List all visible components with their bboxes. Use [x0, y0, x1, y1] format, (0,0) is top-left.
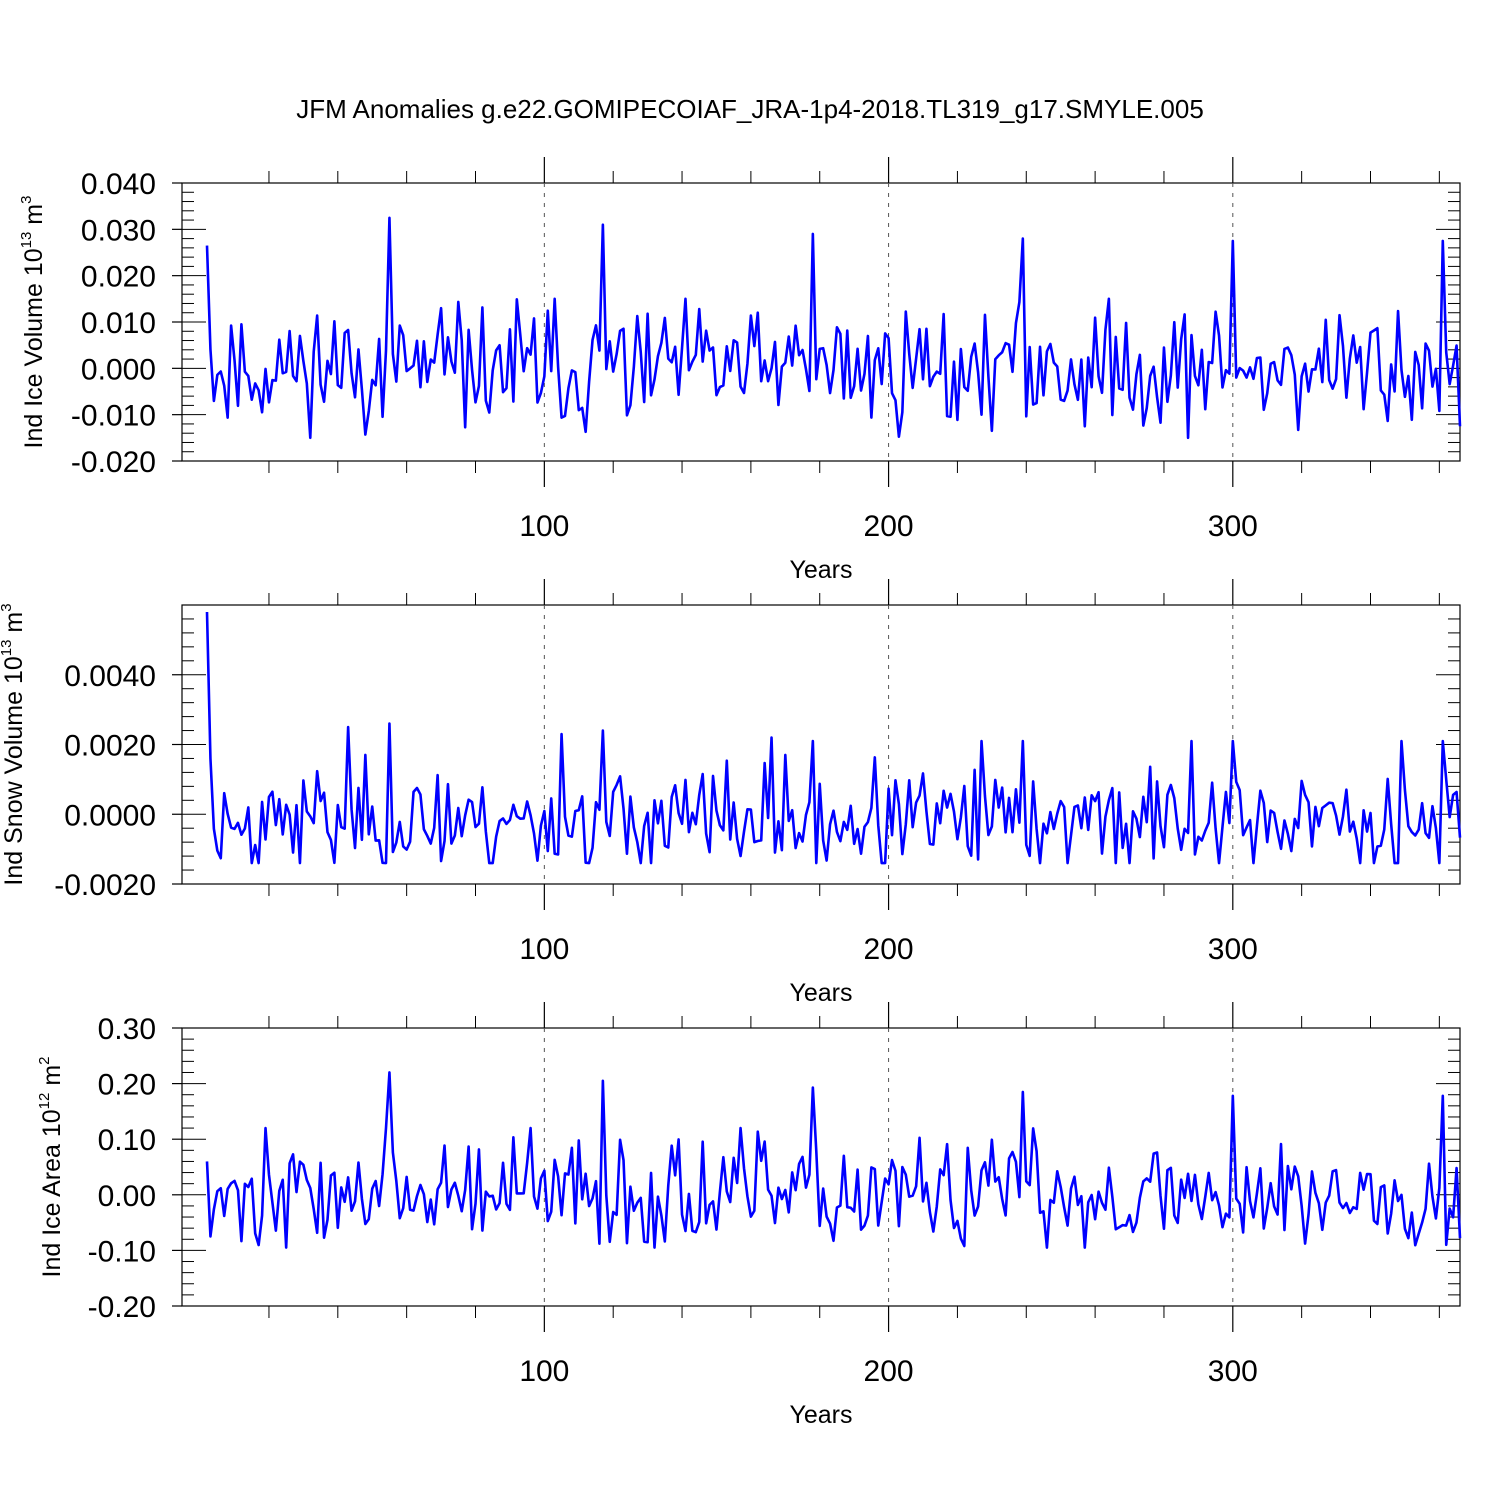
x-axis-label: Years [789, 556, 852, 584]
y-tick-label: 0.00 [98, 1180, 156, 1213]
y-tick-label: 0.20 [98, 1069, 156, 1102]
panels: 100 200 300 Years 0.040 0.030 0.020 0.010 0.000 -… [0, 157, 1462, 1429]
y-axis-label: Ind Ice Area 1012 m2 [36, 1057, 66, 1278]
series-line [205, 611, 1462, 865]
y-tick-label: -0.0020 [54, 869, 156, 902]
y-tick-label: 0.30 [98, 1013, 156, 1046]
plot-frame [181, 182, 1461, 462]
y-tick-label: 0.010 [81, 307, 156, 340]
x-tick-label: 200 [864, 510, 914, 543]
y-tick-label: 0.0040 [64, 660, 156, 693]
x-tick-label: 100 [519, 510, 569, 543]
y-tick-label: 0.10 [98, 1124, 156, 1157]
chart-title: JFM Anomalies g.e22.GOMIPECOIAF_JRA-1p4-… [296, 94, 1204, 124]
x-tick-label: 100 [519, 1355, 569, 1388]
x-tick-label: 300 [1208, 510, 1258, 543]
series-line [205, 1071, 1462, 1249]
y-axis-label: Ind Snow Volume 1013 m3 [0, 603, 28, 885]
y-tick-label: 0.0000 [64, 799, 156, 832]
x-tick-label: 200 [864, 1355, 914, 1388]
y-tick-label: 0.040 [81, 168, 156, 201]
x-tick-label: 300 [1208, 1355, 1258, 1388]
x-tick-label: 300 [1208, 933, 1258, 966]
panel-1: 100 200 300 Years 0.040 0.030 0.020 0.010 0.000 -… [18, 157, 1462, 584]
series-line [205, 216, 1462, 440]
y-tick-label: 0.000 [81, 353, 156, 386]
y-tick-label: 0.0020 [64, 730, 156, 763]
y-axis-label: Ind Ice Volume 1013 m3 [18, 196, 48, 449]
y-tick-label: -0.10 [88, 1235, 156, 1268]
panel-3: 100 200 300 Years 0.30 0.20 0.10 0.00 -0.10 -0.20… [36, 1002, 1462, 1429]
y-tick-label: -0.20 [88, 1291, 156, 1324]
panel-2: 100 200 300 Years 0.0040 0.0020 0.0000 -0.0020 I… [0, 579, 1462, 1007]
y-tick-label: -0.010 [71, 400, 156, 433]
x-axis-label: Years [789, 979, 852, 1007]
y-tick-label: 0.030 [81, 214, 156, 247]
y-tick-label: -0.020 [71, 446, 156, 479]
x-tick-label: 100 [519, 933, 569, 966]
x-tick-label: 200 [864, 933, 914, 966]
plot-frame [181, 1027, 1461, 1307]
y-tick-label: 0.020 [81, 261, 156, 294]
x-axis-label: Years [789, 1401, 852, 1429]
